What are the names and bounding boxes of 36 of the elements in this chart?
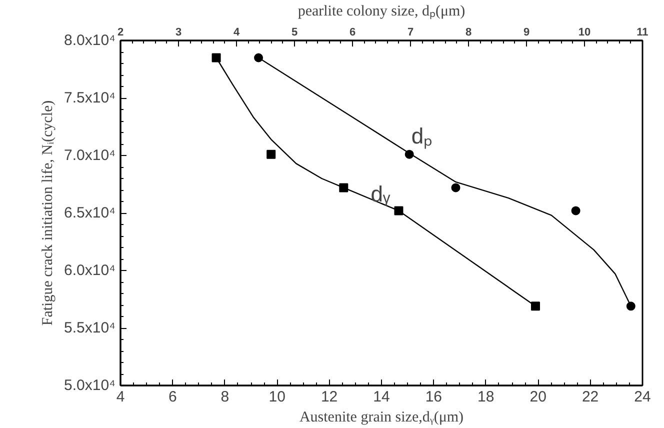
- x2-tick-label: 10: [578, 26, 591, 38]
- y-axis-title: Fatigue crack initiation life, Nᵢ(cycle): [40, 100, 56, 326]
- y-tick-label: 5.5x10⁴: [64, 320, 116, 336]
- point: [212, 53, 221, 62]
- x-tick-label: 6: [168, 388, 177, 406]
- point: [530, 302, 540, 311]
- y-tick-label: 5.0x10⁴: [64, 377, 116, 394]
- x-tick-label: 10: [268, 388, 286, 406]
- x-tick-label: 24: [634, 388, 651, 406]
- y-tick-label: 7.0x10⁴: [64, 147, 116, 164]
- x-axis-title: Austenite grain size,dᵧ(μm): [299, 410, 464, 426]
- x-tick-label: 16: [425, 388, 442, 406]
- series-label: dᵧ: [370, 182, 391, 207]
- x2-tick-label: 7: [407, 26, 414, 38]
- x2-tick-label: 3: [175, 26, 182, 38]
- x-tick-label: 4: [116, 388, 125, 406]
- x2-tick-label: 9: [523, 26, 530, 38]
- x-tick-label: 8: [220, 388, 230, 406]
- x2-tick-label: 5: [291, 26, 298, 38]
- x2-axis-title: pearlite colony size, dₚ(μm): [298, 4, 466, 20]
- y-tick-label: 6.0x10⁴: [64, 262, 116, 279]
- x-tick-label: 14: [373, 388, 390, 406]
- x2-tick-label: 4: [233, 26, 240, 38]
- x-tick-label: 18: [478, 388, 494, 406]
- x2-tick-label: 6: [349, 26, 356, 38]
- y-tick-label: 8.0x10⁴: [64, 32, 116, 49]
- x-tick-label: 22: [582, 388, 599, 406]
- x2-tick-label: 8: [465, 26, 472, 38]
- x2-tick-label: 11: [636, 26, 648, 38]
- x-tick-label: 20: [530, 388, 546, 406]
- x2-tick-label: 2: [117, 26, 124, 38]
- y-tick-label: 7.5x10⁴: [64, 90, 116, 106]
- series-label: dₚ: [411, 123, 433, 150]
- point: [266, 150, 276, 159]
- y-tick-label: 6.5x10⁴: [64, 204, 116, 222]
- x-tick-label: 12: [320, 388, 338, 406]
